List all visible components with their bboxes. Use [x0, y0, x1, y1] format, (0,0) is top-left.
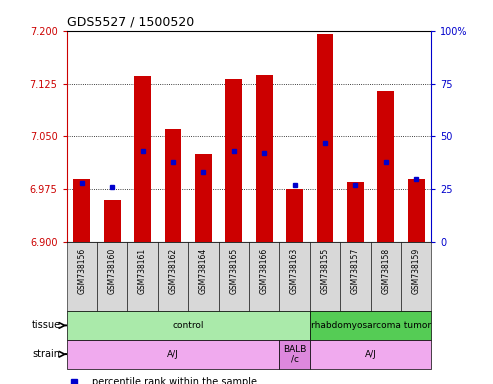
Text: percentile rank within the sample: percentile rank within the sample [92, 377, 257, 384]
Text: A/J: A/J [365, 350, 377, 359]
Bar [225, 79, 242, 242]
Text: GSM738165: GSM738165 [229, 247, 238, 294]
Bar [401, 242, 431, 311]
Bar [158, 242, 188, 311]
Bar [310, 340, 431, 369]
Bar [340, 242, 371, 311]
Bar [97, 242, 127, 311]
Bar [165, 129, 181, 242]
Bar [134, 76, 151, 242]
Text: rhabdomyosarcoma tumor: rhabdomyosarcoma tumor [311, 321, 430, 330]
Bar [286, 189, 303, 242]
Bar [73, 179, 90, 242]
Bar [67, 242, 97, 311]
Bar [127, 242, 158, 311]
Bar [378, 91, 394, 242]
Text: tissue: tissue [32, 320, 61, 331]
Bar [408, 179, 424, 242]
Bar [67, 311, 310, 340]
Bar [347, 182, 364, 242]
Text: GSM738156: GSM738156 [77, 247, 86, 294]
Text: GSM738161: GSM738161 [138, 247, 147, 294]
Text: GSM738162: GSM738162 [169, 247, 177, 294]
Text: strain: strain [33, 349, 61, 359]
Bar [256, 75, 273, 242]
Bar [371, 242, 401, 311]
Bar [218, 242, 249, 311]
Text: GSM738155: GSM738155 [320, 247, 329, 294]
Text: GSM738158: GSM738158 [381, 247, 390, 294]
Text: BALB
/c: BALB /c [283, 344, 306, 364]
Text: GDS5527 / 1500520: GDS5527 / 1500520 [67, 15, 194, 28]
Bar [280, 340, 310, 369]
Bar [104, 200, 120, 242]
Text: GSM738160: GSM738160 [107, 247, 117, 294]
Text: control: control [173, 321, 204, 330]
Text: GSM738164: GSM738164 [199, 247, 208, 294]
Text: GSM738166: GSM738166 [260, 247, 269, 294]
Bar [317, 34, 333, 242]
Bar [195, 154, 211, 242]
Bar [280, 242, 310, 311]
Text: GSM738159: GSM738159 [412, 247, 421, 294]
Bar [67, 340, 280, 369]
Bar [310, 242, 340, 311]
Text: A/J: A/J [167, 350, 179, 359]
Bar [249, 242, 280, 311]
Text: GSM738157: GSM738157 [351, 247, 360, 294]
Bar [310, 311, 431, 340]
Text: GSM738163: GSM738163 [290, 247, 299, 294]
Bar [188, 242, 218, 311]
